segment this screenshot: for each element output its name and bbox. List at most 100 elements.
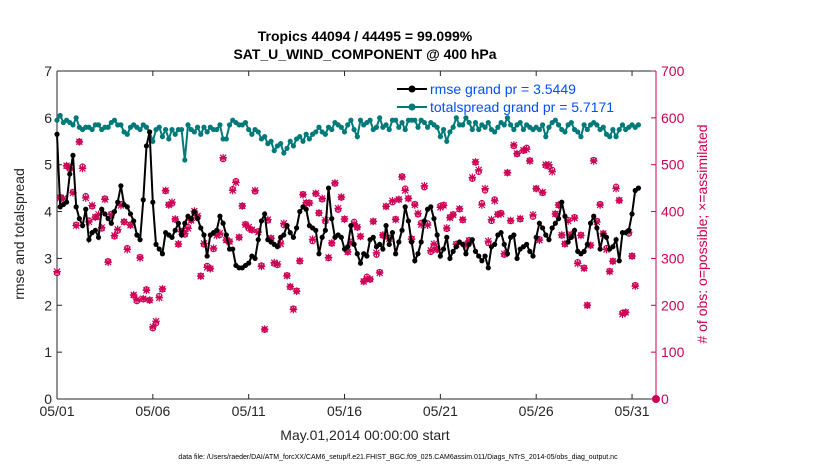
y-right-tick-label: 100: [661, 344, 685, 360]
series-point-rmse: [354, 251, 360, 257]
series-point-rmse: [83, 206, 89, 212]
series-point-rmse: [530, 253, 536, 259]
series-point-rmse: [571, 227, 578, 233]
series-point-rmse: [198, 225, 204, 231]
series-point-rmse: [169, 234, 175, 240]
obs-assimilated-point: [506, 216, 515, 225]
series-point-spread: [214, 126, 220, 133]
obs-assimilated-point: [382, 202, 390, 211]
obs-assimilated-point: [248, 226, 256, 234]
series-point-spread: [536, 126, 542, 133]
series-point-spread: [594, 122, 600, 128]
series-point-spread: [472, 119, 479, 126]
series-point-spread: [383, 122, 389, 128]
obs-assimilated-point: [142, 286, 151, 295]
legend-spread-label: totalspread grand pr = 5.7171: [430, 99, 614, 115]
series-point-spread: [421, 119, 427, 126]
series-point-spread: [386, 126, 392, 133]
x-tick-label: 05/21: [423, 403, 458, 419]
obs-assimilated-point: [78, 164, 87, 173]
obs-assimilated-point: [295, 256, 304, 265]
obs-assimilated-point: [426, 246, 435, 255]
obs-assimilated-point: [101, 195, 109, 204]
y-tick-label: 6: [44, 110, 52, 126]
series-point-spread: [492, 129, 498, 135]
series-point-rmse: [124, 204, 130, 210]
series-point-spread: [351, 126, 357, 133]
obs-assimilated-point: [331, 179, 339, 187]
series-point-spread: [73, 115, 79, 121]
series-point-spread: [610, 126, 616, 133]
series-point-rmse: [134, 232, 140, 238]
y-tick-label: 5: [44, 157, 52, 173]
chart-title: Tropics 44094 / 44495 = 99.099%: [258, 28, 473, 44]
series-point-spread: [306, 136, 312, 142]
series-point-spread: [450, 124, 456, 130]
obs-assimilated-point: [372, 249, 381, 257]
obs-assimilated-point: [184, 224, 192, 233]
series-point-rmse: [137, 237, 143, 243]
series-point-rmse: [313, 227, 319, 233]
series-point-rmse: [220, 220, 226, 226]
series-point-rmse: [322, 227, 328, 233]
series-point-spread: [501, 122, 507, 128]
x-tick-label: 05/31: [615, 403, 650, 419]
obs-assimilated-point: [605, 267, 614, 276]
series-point-spread: [341, 129, 348, 135]
obs-assimilated-point: [388, 196, 397, 205]
y-axis-label: rmse and totalspread: [11, 168, 27, 300]
series-point-rmse: [421, 218, 427, 224]
series-point-rmse: [76, 216, 82, 222]
series-point-rmse: [115, 199, 121, 205]
plot-area: [56, 70, 657, 400]
series-point-rmse: [562, 213, 568, 219]
series-point-spread: [194, 124, 201, 130]
y-right-tick-label: 600: [661, 110, 685, 126]
obs-assimilated-point: [158, 285, 167, 293]
x-tick-label: 05/16: [327, 403, 362, 419]
series-point-rmse: [325, 185, 332, 191]
series-point-rmse: [188, 216, 194, 222]
series-point-rmse: [95, 234, 102, 240]
obs-assimilated-point: [168, 198, 176, 206]
series-point-spread: [303, 131, 309, 137]
obs-assimilated-point: [478, 201, 486, 209]
obs-assimilated-point: [273, 260, 282, 268]
legend-rmse-label: rmse grand pr = 3.5449: [430, 81, 576, 97]
series-point-spread: [57, 112, 63, 119]
obs-assimilated-point: [612, 184, 620, 193]
obs-assimilated-point: [481, 184, 489, 193]
series-point-rmse: [364, 253, 370, 259]
x-tick-label: 05/26: [519, 403, 554, 419]
series-point-spread: [201, 124, 207, 130]
series-lines: [54, 112, 642, 271]
series-point-spread: [156, 124, 162, 130]
series-point-rmse: [329, 216, 335, 222]
obs-assimilated-point: [334, 204, 342, 213]
obs-assimilated-point: [324, 253, 333, 262]
obs-assimilated-point: [260, 325, 269, 333]
legend: rmse grand pr = 3.5449 totalspread grand…: [397, 81, 614, 115]
series-point-spread: [169, 126, 175, 133]
series-point-rmse: [428, 204, 434, 210]
obs-assimilated-point: [206, 264, 215, 273]
obs-assimilated-point: [337, 193, 346, 201]
obs-assimilated-point: [484, 237, 493, 245]
obs-assimilated-point: [430, 240, 438, 248]
series-point-rmse: [79, 223, 86, 229]
series-point-spread: [377, 115, 383, 121]
series-point-rmse: [258, 218, 265, 224]
series-point-spread: [504, 115, 511, 121]
series-point-rmse: [482, 253, 488, 259]
series-point-rmse: [255, 237, 261, 243]
series-point-spread: [185, 122, 191, 128]
series-point-rmse: [178, 232, 185, 238]
series-point-spread: [262, 134, 268, 140]
obs-assimilated-point: [88, 201, 96, 210]
series-point-spread: [271, 148, 277, 154]
series-point-rmse: [380, 246, 386, 252]
series-point-spread: [163, 126, 169, 133]
series-point-rmse: [610, 244, 616, 250]
series-point-spread: [178, 126, 185, 133]
series-point-rmse: [466, 241, 472, 247]
